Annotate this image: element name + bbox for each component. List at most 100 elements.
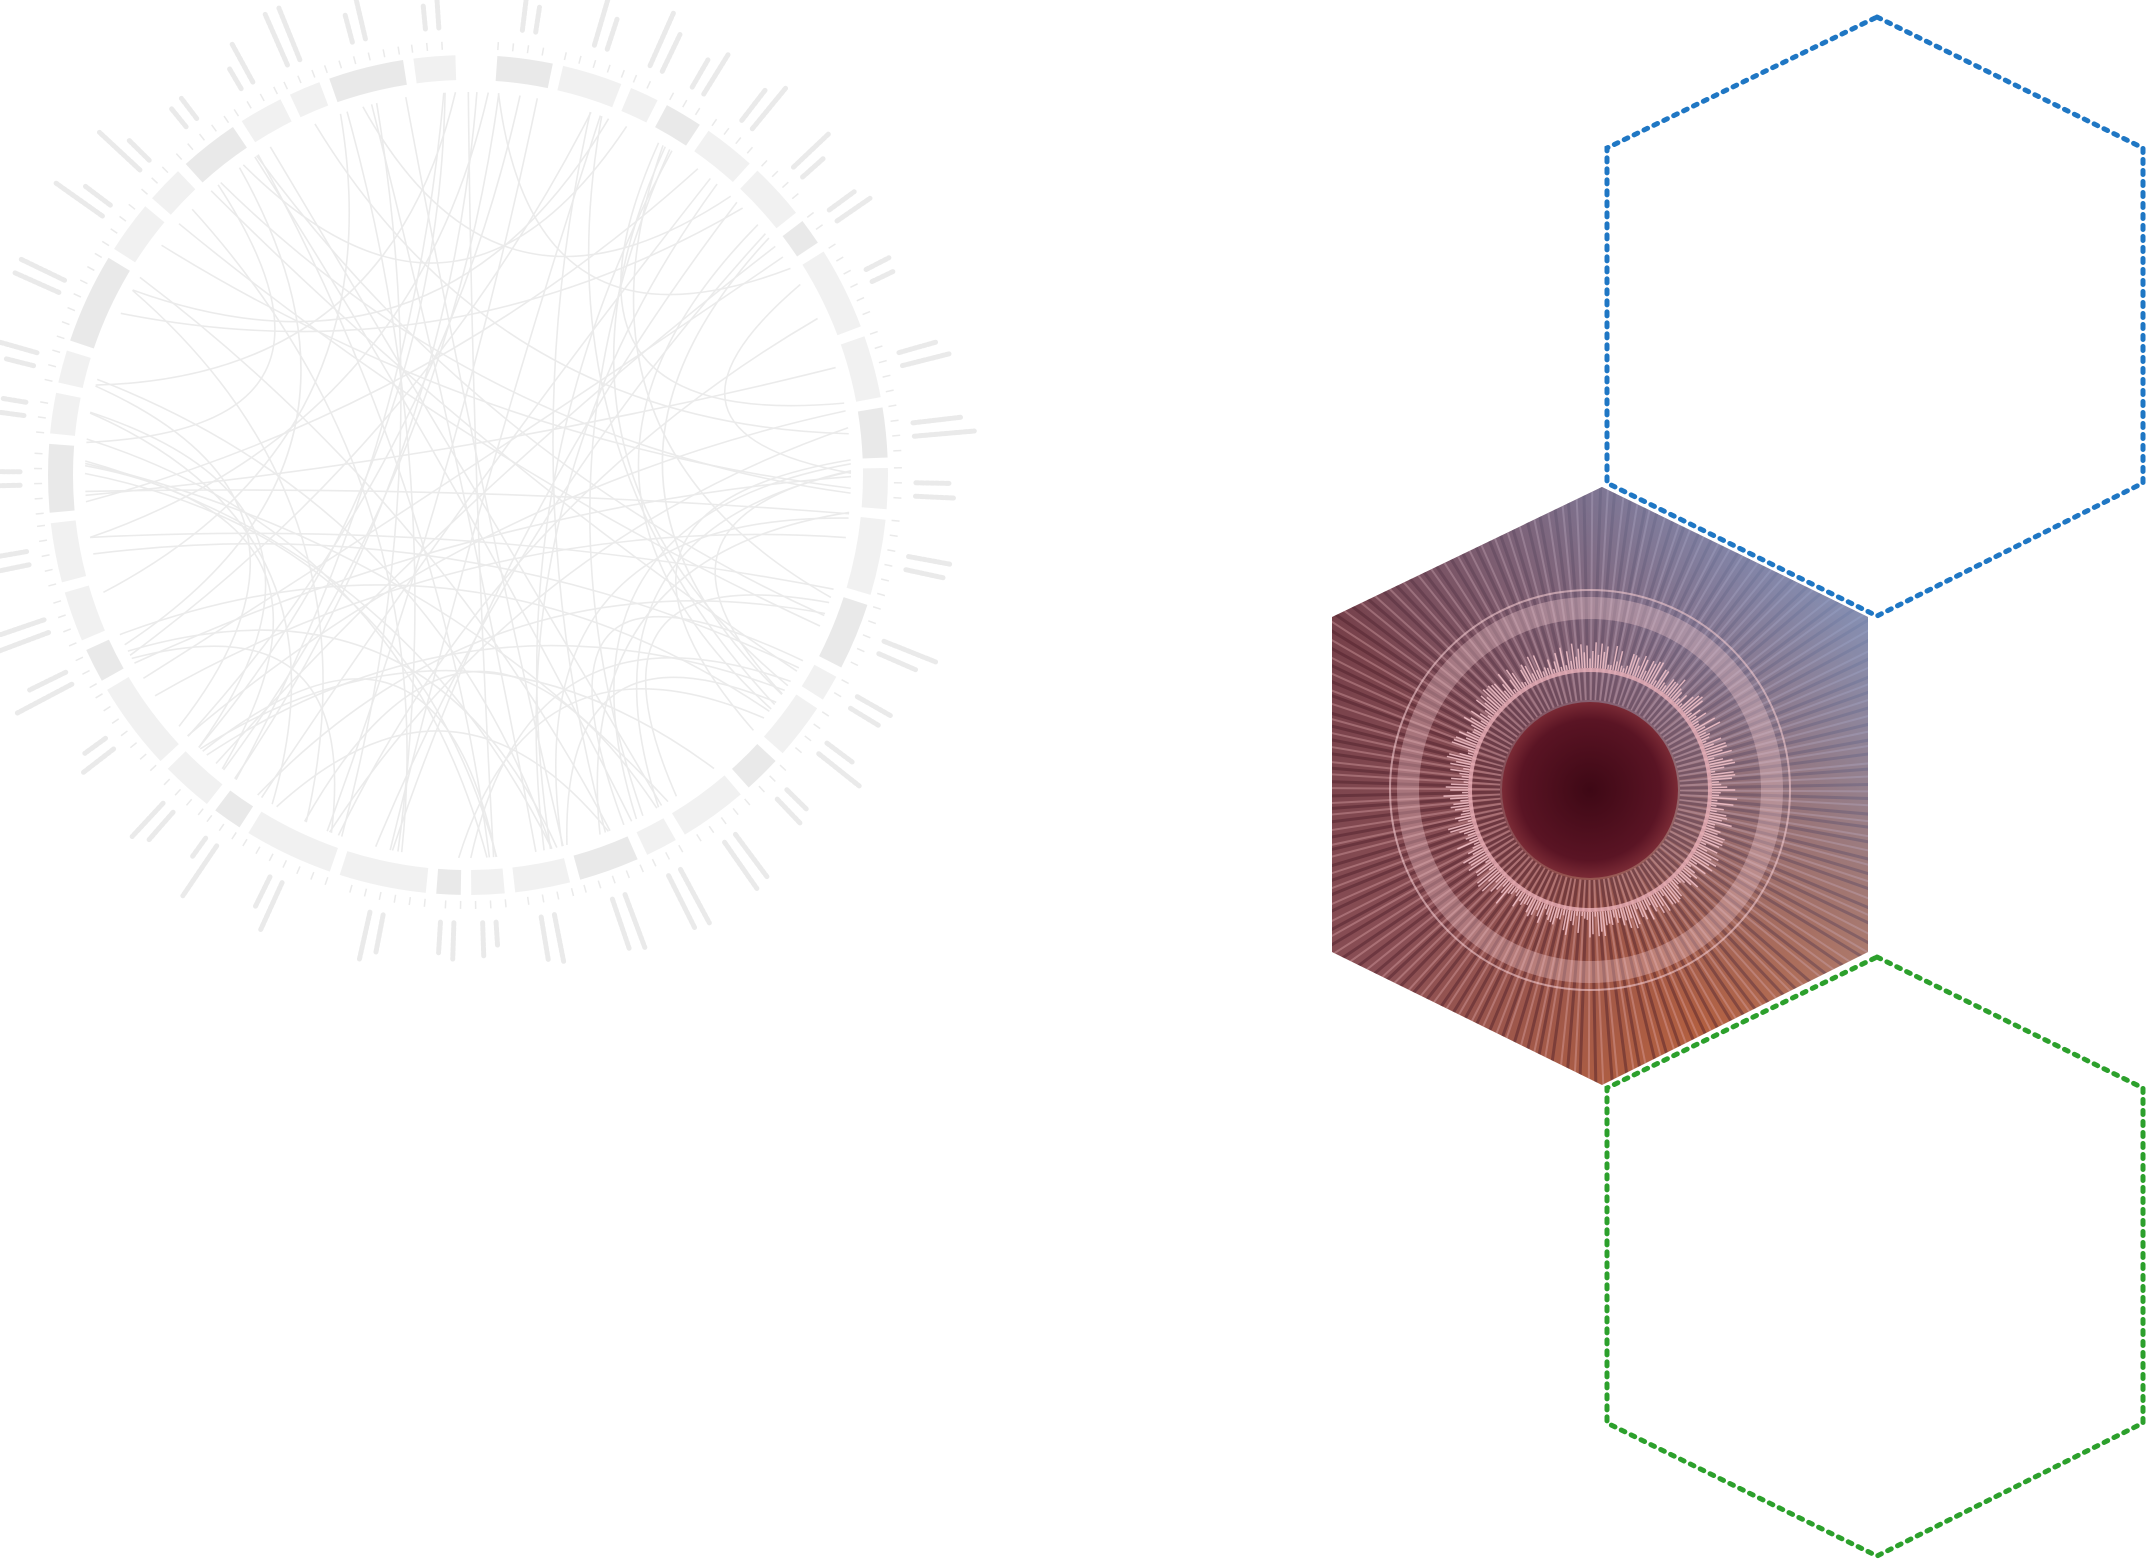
gc-spike [1479,713,1491,721]
gc-spike [1708,817,1723,822]
gc-spike [1564,910,1571,935]
circos-tick [592,59,597,69]
gc-spike [1519,893,1528,906]
circos-label-mark [0,617,47,638]
circos-label-mark [258,880,285,932]
circos-tick [223,115,230,124]
gc-spike [1599,643,1604,669]
gc-spike [1476,863,1494,877]
circos-segment [215,790,254,828]
circos-segment [857,407,888,459]
gc-spike [1663,886,1677,904]
gc-spike [1663,678,1675,694]
circos-tick [794,746,803,754]
circos-tick [804,735,812,742]
circos-label-mark [178,95,200,121]
gc-spike [1696,726,1706,732]
gc-spike [1549,906,1556,923]
gc-spike [1461,775,1469,778]
circos-label-mark [190,835,209,859]
circos-chord [119,584,770,712]
circos-label-mark [910,414,964,426]
gc-spike [1650,895,1659,908]
gc-spike [1689,715,1697,721]
circos-tick [111,718,120,725]
circos-tick [760,159,768,167]
circos-label-mark [538,914,551,964]
gc-spike [1607,910,1611,924]
gc-spike [1450,824,1474,833]
gc-spike [1524,681,1528,687]
gc-spike [1515,889,1521,897]
gc-spike [1551,907,1558,925]
circos-chord [391,201,738,851]
circos-tick [363,888,368,897]
circos-tick [397,46,401,55]
gc-spike [1472,731,1482,737]
gc-spike [1462,809,1470,813]
circos-tick [73,293,82,298]
circos-tick [175,153,183,161]
circos-segment [114,206,165,263]
circos-tick [206,814,213,823]
circos-tick [771,170,779,178]
circos-tick [723,127,730,135]
circos-segment [185,126,247,183]
circos-tick [746,146,754,154]
gc-spike [1695,717,1716,730]
gc-spike [1449,753,1473,761]
circos-chord [535,183,718,851]
circos-tick [877,592,886,597]
circos-tick [880,578,890,582]
gc-spike [1473,841,1480,846]
circos-label-mark [876,651,919,673]
circos-tick [497,42,500,51]
gc-spike [1488,871,1500,882]
circos-chord [467,91,495,858]
circos-tick [75,656,84,662]
gc-spike [1685,865,1696,874]
gc-spike [1612,909,1616,918]
gc-spike [1502,880,1509,888]
gc-spike [1520,681,1526,688]
gc-spike [1459,826,1475,834]
gc-spike [1530,900,1539,916]
gc-spike [1507,885,1515,894]
circos-tick [835,256,844,262]
gc-spike [1703,834,1724,844]
circos-chord [129,111,592,656]
circos-tick [53,600,62,604]
circos-label-mark [881,638,939,665]
circos-chord [326,98,539,832]
circos-label-mark [82,735,109,756]
circos-label-mark [912,493,958,501]
circos-tick [862,634,871,639]
gc-spike [1473,728,1483,735]
circos-segment [107,677,179,762]
gc-spike [1525,897,1535,913]
circos-tick [892,434,901,437]
circos-tick [48,363,57,368]
gc-spike [1467,752,1474,756]
circos-chord [254,156,633,822]
gc-spike [1602,911,1607,937]
gc-spike [1454,814,1471,820]
circos-segment [70,257,130,349]
circos-segment [694,130,750,183]
gc-spike [1654,892,1665,907]
gc-spike [1691,712,1707,724]
gc-spike [1570,643,1576,670]
gc-spike [1656,671,1670,689]
gc-spike [1545,904,1549,910]
circos-chord [328,426,849,833]
circos-chord [89,412,293,805]
circos-tick [187,143,194,151]
circos-tick [282,860,288,868]
circos-tick [632,74,638,83]
gc-spike [1484,709,1494,717]
circos-segment [782,220,818,257]
gc-spike [1493,683,1509,700]
circos-tick [283,81,289,90]
gc-spike [1497,673,1515,695]
gc-spike [1524,665,1535,683]
